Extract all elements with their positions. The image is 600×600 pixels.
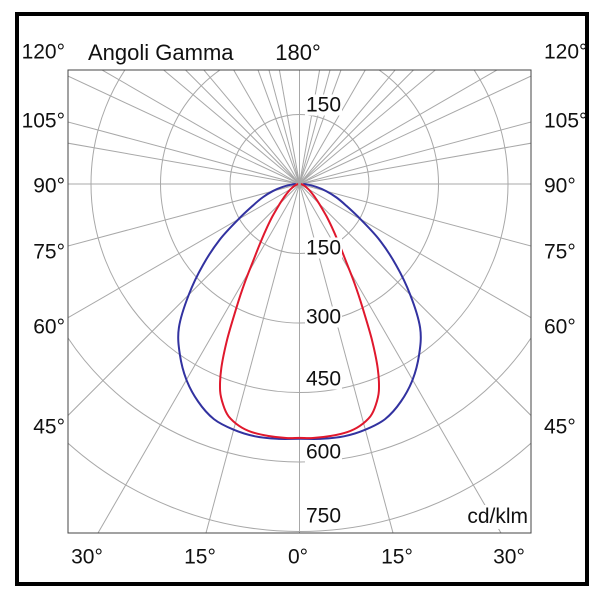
- gamma-axis-label-left-60: 60°: [33, 315, 65, 339]
- gamma-axis-label-bottom-15R: 15°: [381, 545, 413, 569]
- gamma-axis-label-bottom-30L: 30°: [71, 545, 103, 569]
- radial-tick-150: 150: [305, 236, 343, 260]
- gamma-axis-label-right-60: 60°: [544, 315, 576, 339]
- gamma-axis-label-bottom-30R: 30°: [493, 545, 525, 569]
- radial-tick-750: 750: [305, 504, 343, 528]
- gamma-axis-label-left-120: 120°: [21, 40, 65, 64]
- gamma-axis-label-right-105: 105°: [544, 109, 588, 133]
- gamma-axis-label-right-90: 90°: [544, 174, 576, 198]
- gamma-axis-label-left-45: 45°: [33, 415, 65, 439]
- gamma-axis-label-left-105: 105°: [21, 109, 65, 133]
- gamma-axis-label-right-75: 75°: [544, 240, 576, 264]
- gamma-axis-label-top-180: 180°: [275, 40, 321, 65]
- radial-tick-600: 600: [305, 440, 343, 464]
- radial-tick-150-top: 150: [305, 93, 343, 117]
- radial-tick-450: 450: [305, 367, 343, 391]
- curve-red: [218, 183, 381, 440]
- gamma-axis-label-right-45: 45°: [544, 415, 576, 439]
- gamma-axis-label-bottom-0: 0°: [287, 545, 309, 569]
- gamma-axis-label-right-120: 120°: [544, 40, 588, 64]
- gamma-axis-label-left-75: 75°: [33, 240, 65, 264]
- radial-tick-300: 300: [305, 305, 343, 329]
- page-title: Angoli Gamma: [88, 40, 234, 65]
- gamma-axis-label-bottom-15L: 15°: [184, 545, 216, 569]
- gamma-axis-label-left-90: 90°: [33, 174, 65, 198]
- unit-label: cd/klm: [465, 505, 530, 529]
- outer-frame: [15, 12, 589, 586]
